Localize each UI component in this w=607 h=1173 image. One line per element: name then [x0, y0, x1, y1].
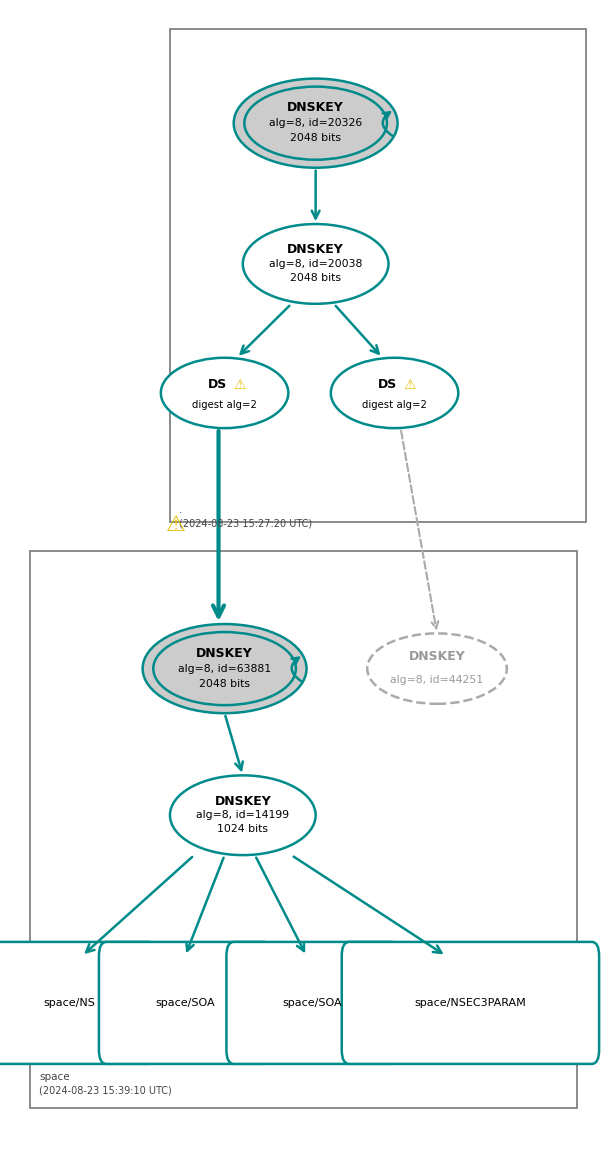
- Bar: [30, 551, 577, 1108]
- Text: (2024-08-23 15:39:10 UTC): (2024-08-23 15:39:10 UTC): [39, 1086, 172, 1096]
- Text: 2048 bits: 2048 bits: [290, 273, 341, 283]
- Text: space/SOA: space/SOA: [155, 998, 215, 1008]
- FancyBboxPatch shape: [342, 942, 599, 1064]
- Ellipse shape: [234, 79, 398, 168]
- Ellipse shape: [143, 624, 307, 713]
- Text: DNSKEY: DNSKEY: [409, 650, 466, 664]
- Text: DS: DS: [378, 378, 397, 392]
- Text: DNSKEY: DNSKEY: [287, 101, 344, 115]
- Ellipse shape: [367, 633, 507, 704]
- FancyBboxPatch shape: [99, 942, 271, 1064]
- Ellipse shape: [243, 224, 388, 304]
- FancyBboxPatch shape: [0, 942, 156, 1064]
- Ellipse shape: [161, 358, 288, 428]
- Text: space/SOA: space/SOA: [283, 998, 342, 1008]
- Text: space/NSEC3PARAM: space/NSEC3PARAM: [415, 998, 526, 1008]
- Bar: [170, 29, 586, 522]
- Text: ⚠: ⚠: [234, 378, 246, 392]
- Text: digest alg=2: digest alg=2: [362, 400, 427, 409]
- Text: digest alg=2: digest alg=2: [192, 400, 257, 409]
- Text: alg=8, id=14199: alg=8, id=14199: [196, 811, 290, 820]
- Ellipse shape: [170, 775, 316, 855]
- Text: DNSKEY: DNSKEY: [287, 243, 344, 257]
- Text: alg=8, id=44251: alg=8, id=44251: [390, 676, 484, 685]
- Text: 1024 bits: 1024 bits: [217, 825, 268, 834]
- Text: DNSKEY: DNSKEY: [196, 646, 253, 660]
- Text: 2048 bits: 2048 bits: [199, 679, 250, 689]
- Text: ⚠: ⚠: [404, 378, 416, 392]
- Text: alg=8, id=20038: alg=8, id=20038: [269, 259, 362, 269]
- Text: alg=8, id=20326: alg=8, id=20326: [269, 118, 362, 128]
- Text: space/NS: space/NS: [44, 998, 96, 1008]
- Text: space: space: [39, 1072, 70, 1082]
- Text: .: .: [179, 506, 183, 515]
- Text: DNSKEY: DNSKEY: [214, 794, 271, 808]
- Text: (2024-08-23 15:27:20 UTC): (2024-08-23 15:27:20 UTC): [179, 518, 312, 528]
- Ellipse shape: [331, 358, 458, 428]
- Text: alg=8, id=63881: alg=8, id=63881: [178, 664, 271, 673]
- Text: ⚠: ⚠: [166, 515, 186, 535]
- Text: DS: DS: [208, 378, 227, 392]
- Text: 2048 bits: 2048 bits: [290, 134, 341, 143]
- FancyBboxPatch shape: [226, 942, 399, 1064]
